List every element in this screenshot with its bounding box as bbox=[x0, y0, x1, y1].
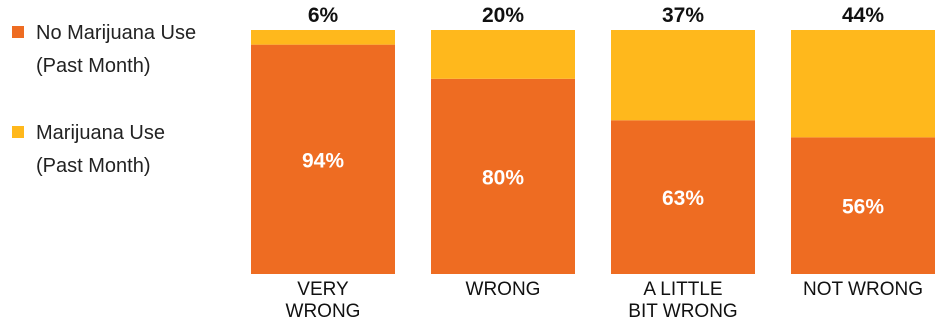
data-label-use: 6% bbox=[308, 4, 339, 27]
bar-use bbox=[611, 30, 755, 121]
bar-no-use bbox=[611, 120, 755, 274]
legend-label-sub: (Past Month) bbox=[36, 55, 151, 77]
data-label-no-use: 56% bbox=[842, 196, 884, 219]
category-label: A LITTLE bbox=[643, 279, 722, 300]
category-label: WRONG bbox=[466, 279, 541, 300]
legend-label: No Marijuana Use bbox=[36, 22, 197, 44]
data-label-use: 37% bbox=[662, 4, 704, 27]
data-label-no-use: 94% bbox=[302, 149, 344, 172]
bar-no-use bbox=[251, 44, 395, 274]
legend-swatch-no-use bbox=[12, 26, 24, 38]
data-label-no-use: 80% bbox=[482, 166, 524, 189]
category-label: VERY bbox=[297, 279, 349, 300]
bar-no-use bbox=[791, 137, 935, 274]
bar-use bbox=[431, 30, 575, 79]
category-label: BIT WRONG bbox=[628, 301, 737, 322]
legend-swatch-use bbox=[12, 126, 24, 138]
bar-use bbox=[791, 30, 935, 138]
bar-use bbox=[251, 30, 395, 45]
category-label: NOT WRONG bbox=[803, 279, 923, 300]
category-label: WRONG bbox=[286, 301, 361, 322]
data-label-no-use: 63% bbox=[662, 187, 704, 210]
data-label-use: 20% bbox=[482, 4, 524, 27]
data-label-use: 44% bbox=[842, 4, 884, 27]
bar-no-use bbox=[431, 78, 575, 274]
legend-label: Marijuana Use bbox=[36, 122, 165, 144]
legend-label-sub: (Past Month) bbox=[36, 155, 151, 177]
